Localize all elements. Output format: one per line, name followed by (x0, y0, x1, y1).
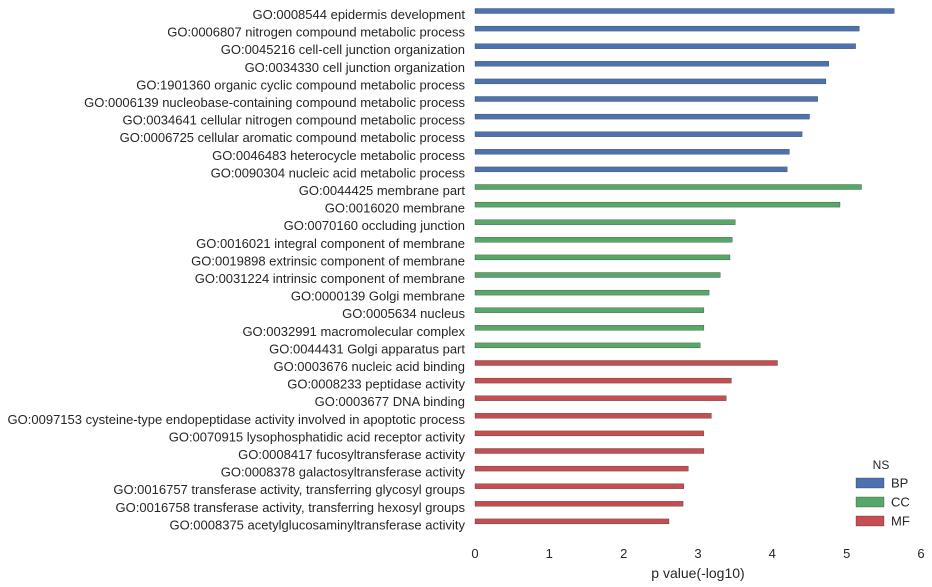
bar-bp (474, 61, 829, 67)
category-label: GO:0044431 Golgi apparatus part (269, 341, 465, 356)
category-label: GO:0016020 membrane (325, 201, 465, 216)
bars (474, 8, 895, 525)
bar-bp (474, 78, 827, 85)
x-axis: 0 1 2 3 4 5 6 (471, 546, 924, 561)
x-tick-label: 0 (471, 546, 478, 561)
bar-bp (474, 131, 803, 137)
category-label: GO:1901360 organic cyclic compound metab… (136, 77, 465, 92)
category-label: GO:0008378 galactosyltransferase activit… (221, 465, 466, 480)
bar-mf (474, 430, 705, 437)
category-label: GO:0046483 heterocycle metabolic process (212, 148, 465, 163)
bar-mf (474, 360, 778, 366)
legend-swatch-cc (855, 496, 885, 508)
bar-mf (474, 395, 727, 401)
category-label: GO:0008233 peptidase activity (287, 377, 465, 392)
bar-mf (474, 518, 670, 525)
legend-swatch-mf (855, 515, 885, 527)
x-tick-label: 1 (546, 546, 553, 561)
bar-cc (474, 289, 710, 296)
bar-cc (474, 325, 705, 331)
category-label: GO:0006725 cellular aromatic compound me… (120, 130, 466, 145)
category-label: GO:0008375 acetylglucosaminyltransferase… (169, 517, 465, 532)
legend-label: CC (891, 495, 910, 510)
x-tick-label: 5 (843, 546, 850, 561)
category-label: GO:0034641 cellular nitrogen compound me… (122, 113, 465, 128)
bar-cc (474, 342, 701, 349)
category-label: GO:0016758 transferase activity, transfe… (116, 500, 466, 515)
bar-bp (474, 113, 810, 120)
bar-cc (474, 254, 731, 261)
bar-bp (474, 25, 860, 32)
bar-cc (474, 184, 862, 190)
legend-label: BP (891, 476, 908, 491)
category-label: GO:0045216 cell-cell junction organizati… (221, 42, 465, 57)
category-label: GO:0032991 macromolecular complex (242, 324, 465, 339)
category-label: GO:0003676 nucleic acid binding (273, 359, 465, 374)
legend: NS BP CC MF (855, 458, 910, 529)
bar-mf (474, 483, 685, 489)
category-label: GO:0006807 nitrogen compound metabolic p… (167, 25, 465, 40)
category-label: GO:0090304 nucleic acid metabolic proces… (211, 165, 466, 180)
bar-mf (474, 413, 712, 419)
bar-bp (474, 166, 788, 173)
category-label: GO:0016757 transferase activity, transfe… (113, 482, 465, 497)
x-tick-label: 3 (694, 546, 701, 561)
category-label: GO:0016021 integral component of membran… (196, 236, 465, 251)
category-label: GO:0008417 fucosyltransferase activity (238, 447, 465, 462)
category-label: GO:0019898 extrinsic component of membra… (191, 253, 465, 268)
bar-cc (474, 237, 733, 243)
category-label: GO:0005634 nucleus (342, 306, 465, 321)
category-label: GO:0070160 occluding junction (284, 218, 465, 233)
bar-mf (474, 465, 689, 472)
bar-mf (474, 448, 705, 454)
bar-cc (474, 272, 721, 278)
category-label: GO:0097153 cysteine-type endopeptidase a… (8, 412, 466, 427)
category-label: GO:0070915 lysophosphatidic acid recepto… (169, 429, 466, 444)
category-label: GO:0006139 nucleobase-containing compoun… (84, 95, 465, 110)
bar-bp (474, 96, 818, 102)
legend-label: MF (891, 514, 910, 529)
category-label: GO:0034330 cell junction organization (245, 60, 465, 75)
x-tick-label: 2 (620, 546, 627, 561)
category-labels: GO:0008544 epidermis development GO:00068… (8, 7, 466, 532)
bar-cc (474, 219, 736, 225)
category-label: GO:0044425 membrane part (299, 183, 466, 198)
bar-cc (474, 201, 841, 208)
legend-title: NS (873, 458, 890, 472)
x-axis-label: p value(-log10) (651, 565, 744, 581)
bar-bp (474, 149, 790, 155)
category-label: GO:0031224 intrinsic component of membra… (195, 271, 465, 286)
bar-mf (474, 501, 684, 507)
x-tick-label: 4 (769, 546, 776, 561)
legend-swatch-bp (855, 477, 885, 489)
category-label: GO:0008544 epidermis development (253, 7, 466, 22)
bar-cc (474, 307, 705, 313)
x-tick-label: 6 (917, 546, 924, 561)
category-label: GO:0000139 Golgi membrane (291, 289, 465, 304)
category-label: GO:0003677 DNA binding (315, 394, 465, 409)
bar-bp (474, 43, 856, 49)
bar-mf (474, 377, 732, 384)
bar-bp (474, 8, 895, 14)
